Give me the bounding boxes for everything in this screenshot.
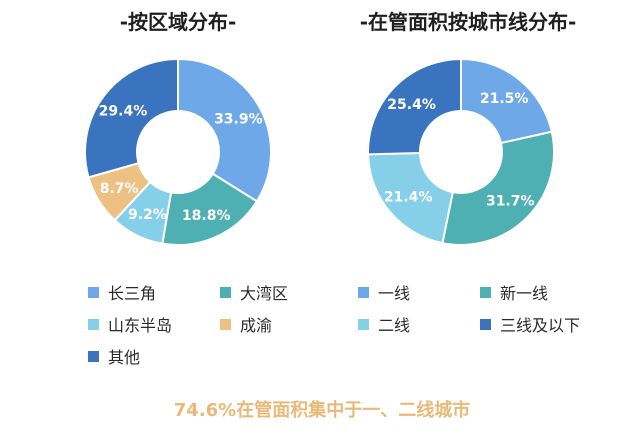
legend-0-swatch-0 — [88, 286, 99, 298]
donut-1-value-label-2: 21.4% — [384, 189, 433, 205]
legend-0-label-0: 长三角 — [108, 284, 157, 303]
donut-1-slice-0 — [460, 57, 553, 145]
legend-0-swatch-4 — [88, 350, 99, 362]
donut-0-slice-0 — [177, 57, 272, 203]
legend-1-label-2: 二线 — [378, 316, 411, 335]
donut-1-value-label-3: 25.4% — [387, 97, 436, 113]
chart-title-city-tier: -在管面积按城市线分布- — [359, 10, 577, 34]
legend-1-label-0: 一线 — [378, 284, 411, 303]
legend-0-label-1: 大湾区 — [240, 284, 289, 303]
donut-chart-city-tier: 21.5% 31.7% 21.4% 25.4% — [367, 57, 555, 246]
legend-1-label-3: 三线及以下 — [500, 316, 581, 335]
legend-0-label-4: 其他 — [108, 348, 141, 367]
donut-0-value-label-0: 33.9% — [214, 112, 263, 128]
legend-0-label-2: 山东半岛 — [108, 316, 173, 335]
donut-0-slice-4 — [84, 57, 179, 179]
legend-0-swatch-1 — [220, 286, 231, 298]
donut-0-value-label-4: 29.4% — [99, 103, 148, 119]
donut-1-value-label-0: 21.5% — [480, 91, 529, 107]
legend-0-item-0: 长三角 — [88, 280, 156, 304]
donut-1-slice-3 — [367, 57, 462, 156]
legend-0-item-3: 成渝 — [220, 312, 272, 336]
footer-note: 74.6%在管面积集中于一、二线城市 — [173, 400, 471, 421]
chart-title-region: -按区域分布- — [119, 10, 237, 34]
donut-0-value-label-3: 8.7% — [100, 181, 139, 197]
legend-0-label-3: 成渝 — [240, 316, 273, 335]
legend-0-item-2: 山东半岛 — [88, 312, 172, 336]
legend-1-swatch-3 — [480, 318, 491, 330]
legend-1-swatch-1 — [480, 286, 491, 298]
donut-0-value-label-1: 18.8% — [182, 208, 231, 224]
donut-1-slice-2 — [367, 152, 454, 245]
legend-1-item-0: 一线 — [358, 280, 410, 304]
legend-0-swatch-2 — [88, 318, 99, 330]
donut-0-value-label-2: 9.2% — [128, 207, 167, 223]
legend-1-label-1: 新一线 — [500, 284, 549, 303]
donut-chart-region: 33.9% 18.8% 9.2% 8.7% 29.4% — [84, 57, 272, 246]
legend-1-item-1: 新一线 — [480, 280, 548, 304]
legend-1-item-2: 二线 — [358, 312, 410, 336]
legend-0-item-4: 其他 — [88, 344, 140, 368]
legend-0-item-1: 大湾区 — [220, 280, 288, 304]
donut-1-value-label-1: 31.7% — [486, 193, 535, 209]
legend-1-swatch-0 — [358, 286, 369, 298]
legend-1-swatch-2 — [358, 318, 369, 330]
legend-0-swatch-3 — [220, 318, 231, 330]
legend-1-item-3: 三线及以下 — [480, 312, 580, 336]
donut-1-slice-1 — [441, 130, 555, 246]
